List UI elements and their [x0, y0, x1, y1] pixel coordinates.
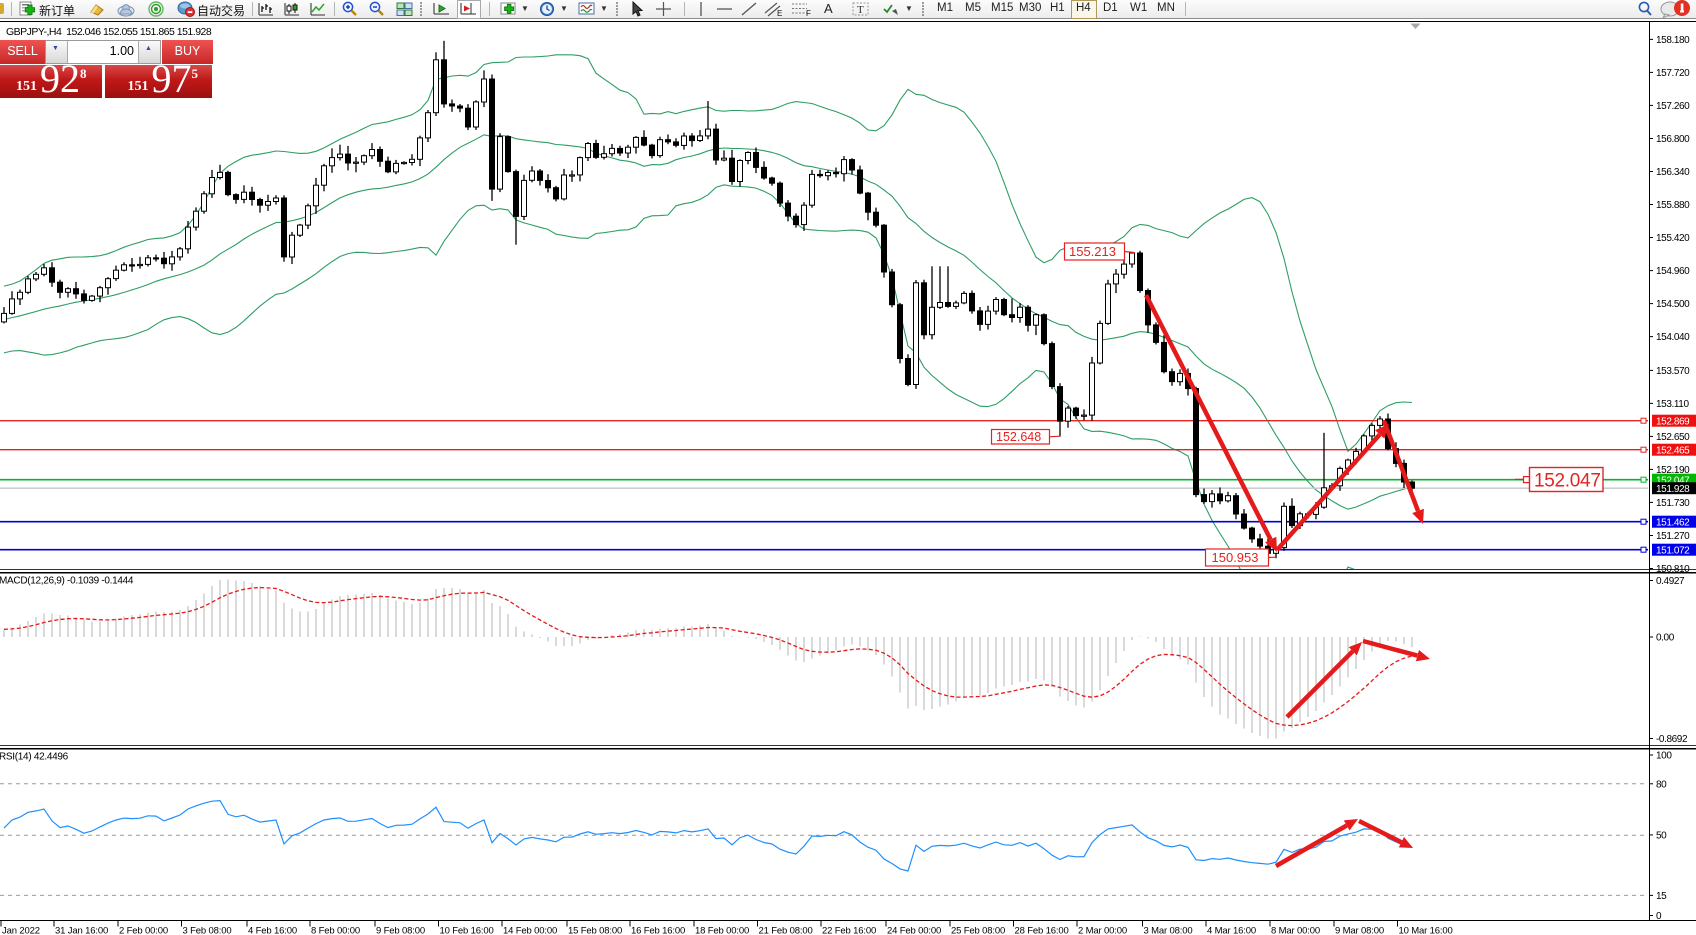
svg-text:10 Mar 16:00: 10 Mar 16:00 [1399, 925, 1453, 935]
svg-text:0: 0 [1656, 911, 1662, 922]
svg-text:15: 15 [1656, 891, 1667, 902]
svg-text:24 Feb 00:00: 24 Feb 00:00 [887, 925, 941, 935]
svg-text:Jan 2022: Jan 2022 [2, 925, 40, 935]
svg-text:4 Mar 16:00: 4 Mar 16:00 [1207, 925, 1256, 935]
svg-text:156.340: 156.340 [1656, 167, 1690, 178]
svg-text:2 Feb 00:00: 2 Feb 00:00 [119, 925, 168, 935]
svg-text:3 Feb 08:00: 3 Feb 08:00 [183, 925, 232, 935]
svg-text:152.047: 152.047 [1534, 471, 1601, 492]
svg-text:152.650: 152.650 [1656, 432, 1690, 443]
svg-text:18 Feb 00:00: 18 Feb 00:00 [695, 925, 749, 935]
svg-text:152.465: 152.465 [1656, 445, 1690, 456]
svg-text:153.570: 153.570 [1656, 366, 1690, 377]
svg-text:153.110: 153.110 [1656, 399, 1689, 410]
svg-text:25 Feb 08:00: 25 Feb 08:00 [951, 925, 1005, 935]
svg-text:152.190: 152.190 [1656, 465, 1690, 476]
svg-text:154.040: 154.040 [1656, 332, 1690, 343]
svg-text:154.500: 154.500 [1656, 299, 1690, 310]
svg-text:16 Feb 16:00: 16 Feb 16:00 [631, 925, 685, 935]
svg-text:3 Mar 08:00: 3 Mar 08:00 [1144, 925, 1193, 935]
svg-text:T: T [857, 4, 864, 16]
svg-text:10 Feb 16:00: 10 Feb 16:00 [440, 925, 494, 935]
svg-text:RSI(14) 42.4496: RSI(14) 42.4496 [0, 752, 69, 763]
svg-text:155.880: 155.880 [1656, 200, 1690, 211]
svg-text:154.960: 154.960 [1656, 266, 1690, 277]
svg-text:22 Feb 16:00: 22 Feb 16:00 [822, 925, 876, 935]
svg-text:0.00: 0.00 [1656, 633, 1675, 644]
svg-text:152.869: 152.869 [1656, 416, 1690, 427]
svg-text:151.730: 151.730 [1656, 498, 1690, 509]
svg-text:100: 100 [1656, 751, 1672, 762]
svg-text:21 Feb 08:00: 21 Feb 08:00 [759, 925, 813, 935]
svg-text:157.260: 157.260 [1656, 101, 1690, 112]
svg-text:9 Mar 08:00: 9 Mar 08:00 [1335, 925, 1384, 935]
svg-text:8 Mar 00:00: 8 Mar 00:00 [1271, 925, 1320, 935]
svg-text:0.4927: 0.4927 [1656, 576, 1685, 587]
svg-text:151.072: 151.072 [1656, 545, 1690, 556]
svg-text:80: 80 [1656, 779, 1667, 790]
svg-text:155.420: 155.420 [1656, 233, 1690, 244]
svg-text:156.800: 156.800 [1656, 134, 1690, 145]
svg-text:F: F [806, 9, 811, 17]
svg-text:50: 50 [1656, 831, 1667, 842]
svg-text:4 Feb 16:00: 4 Feb 16:00 [248, 925, 297, 935]
svg-text:151.270: 151.270 [1656, 531, 1690, 542]
svg-text:E: E [777, 9, 782, 17]
svg-text:14 Feb 00:00: 14 Feb 00:00 [503, 925, 557, 935]
svg-text:150.810: 150.810 [1656, 564, 1690, 575]
svg-text:28 Feb 16:00: 28 Feb 16:00 [1015, 925, 1069, 935]
svg-text:157.720: 157.720 [1656, 68, 1690, 79]
svg-text:MACD(12,26,9) -0.1039 -0.1444: MACD(12,26,9) -0.1039 -0.1444 [0, 576, 134, 587]
svg-text:152.047: 152.047 [1656, 475, 1690, 486]
svg-text:8 Feb 00:00: 8 Feb 00:00 [311, 925, 360, 935]
svg-text:155.213: 155.213 [1069, 244, 1116, 259]
svg-text:158.180: 158.180 [1656, 35, 1690, 46]
svg-text:2 Mar 00:00: 2 Mar 00:00 [1078, 925, 1127, 935]
svg-text:-0.8692: -0.8692 [1656, 734, 1688, 745]
svg-text:152.648: 152.648 [996, 430, 1041, 444]
svg-text:151.462: 151.462 [1656, 517, 1690, 528]
svg-text:15 Feb 08:00: 15 Feb 08:00 [568, 925, 622, 935]
svg-text:31 Jan 16:00: 31 Jan 16:00 [55, 925, 108, 935]
svg-text:9 Feb 08:00: 9 Feb 08:00 [376, 925, 425, 935]
svg-text:150.953: 150.953 [1212, 550, 1259, 565]
svg-text:151.928: 151.928 [1656, 484, 1690, 495]
